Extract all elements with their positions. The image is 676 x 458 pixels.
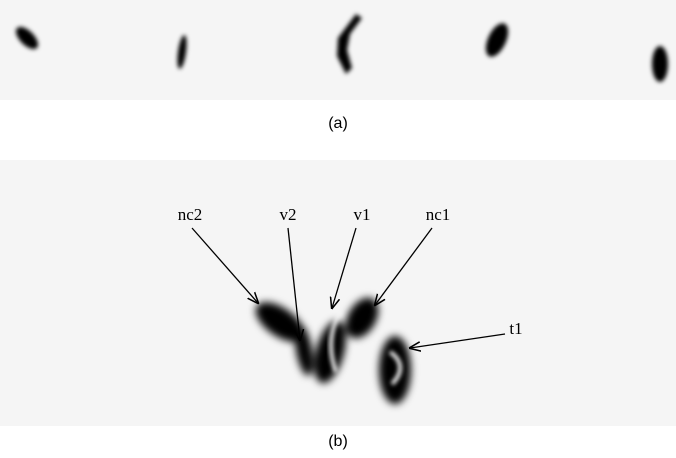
blob: [379, 336, 411, 404]
panel-b: [0, 160, 676, 426]
caption-b: (b): [328, 433, 348, 450]
label: nc1: [426, 205, 451, 224]
label: t1: [509, 319, 522, 338]
label: nc2: [178, 205, 203, 224]
figure: (a) nc2 v2 v1 nc1 t1 (b): [0, 0, 676, 458]
label: v1: [354, 205, 371, 224]
caption-a: (a): [328, 115, 348, 132]
blob: [652, 46, 668, 82]
label: v2: [280, 205, 297, 224]
